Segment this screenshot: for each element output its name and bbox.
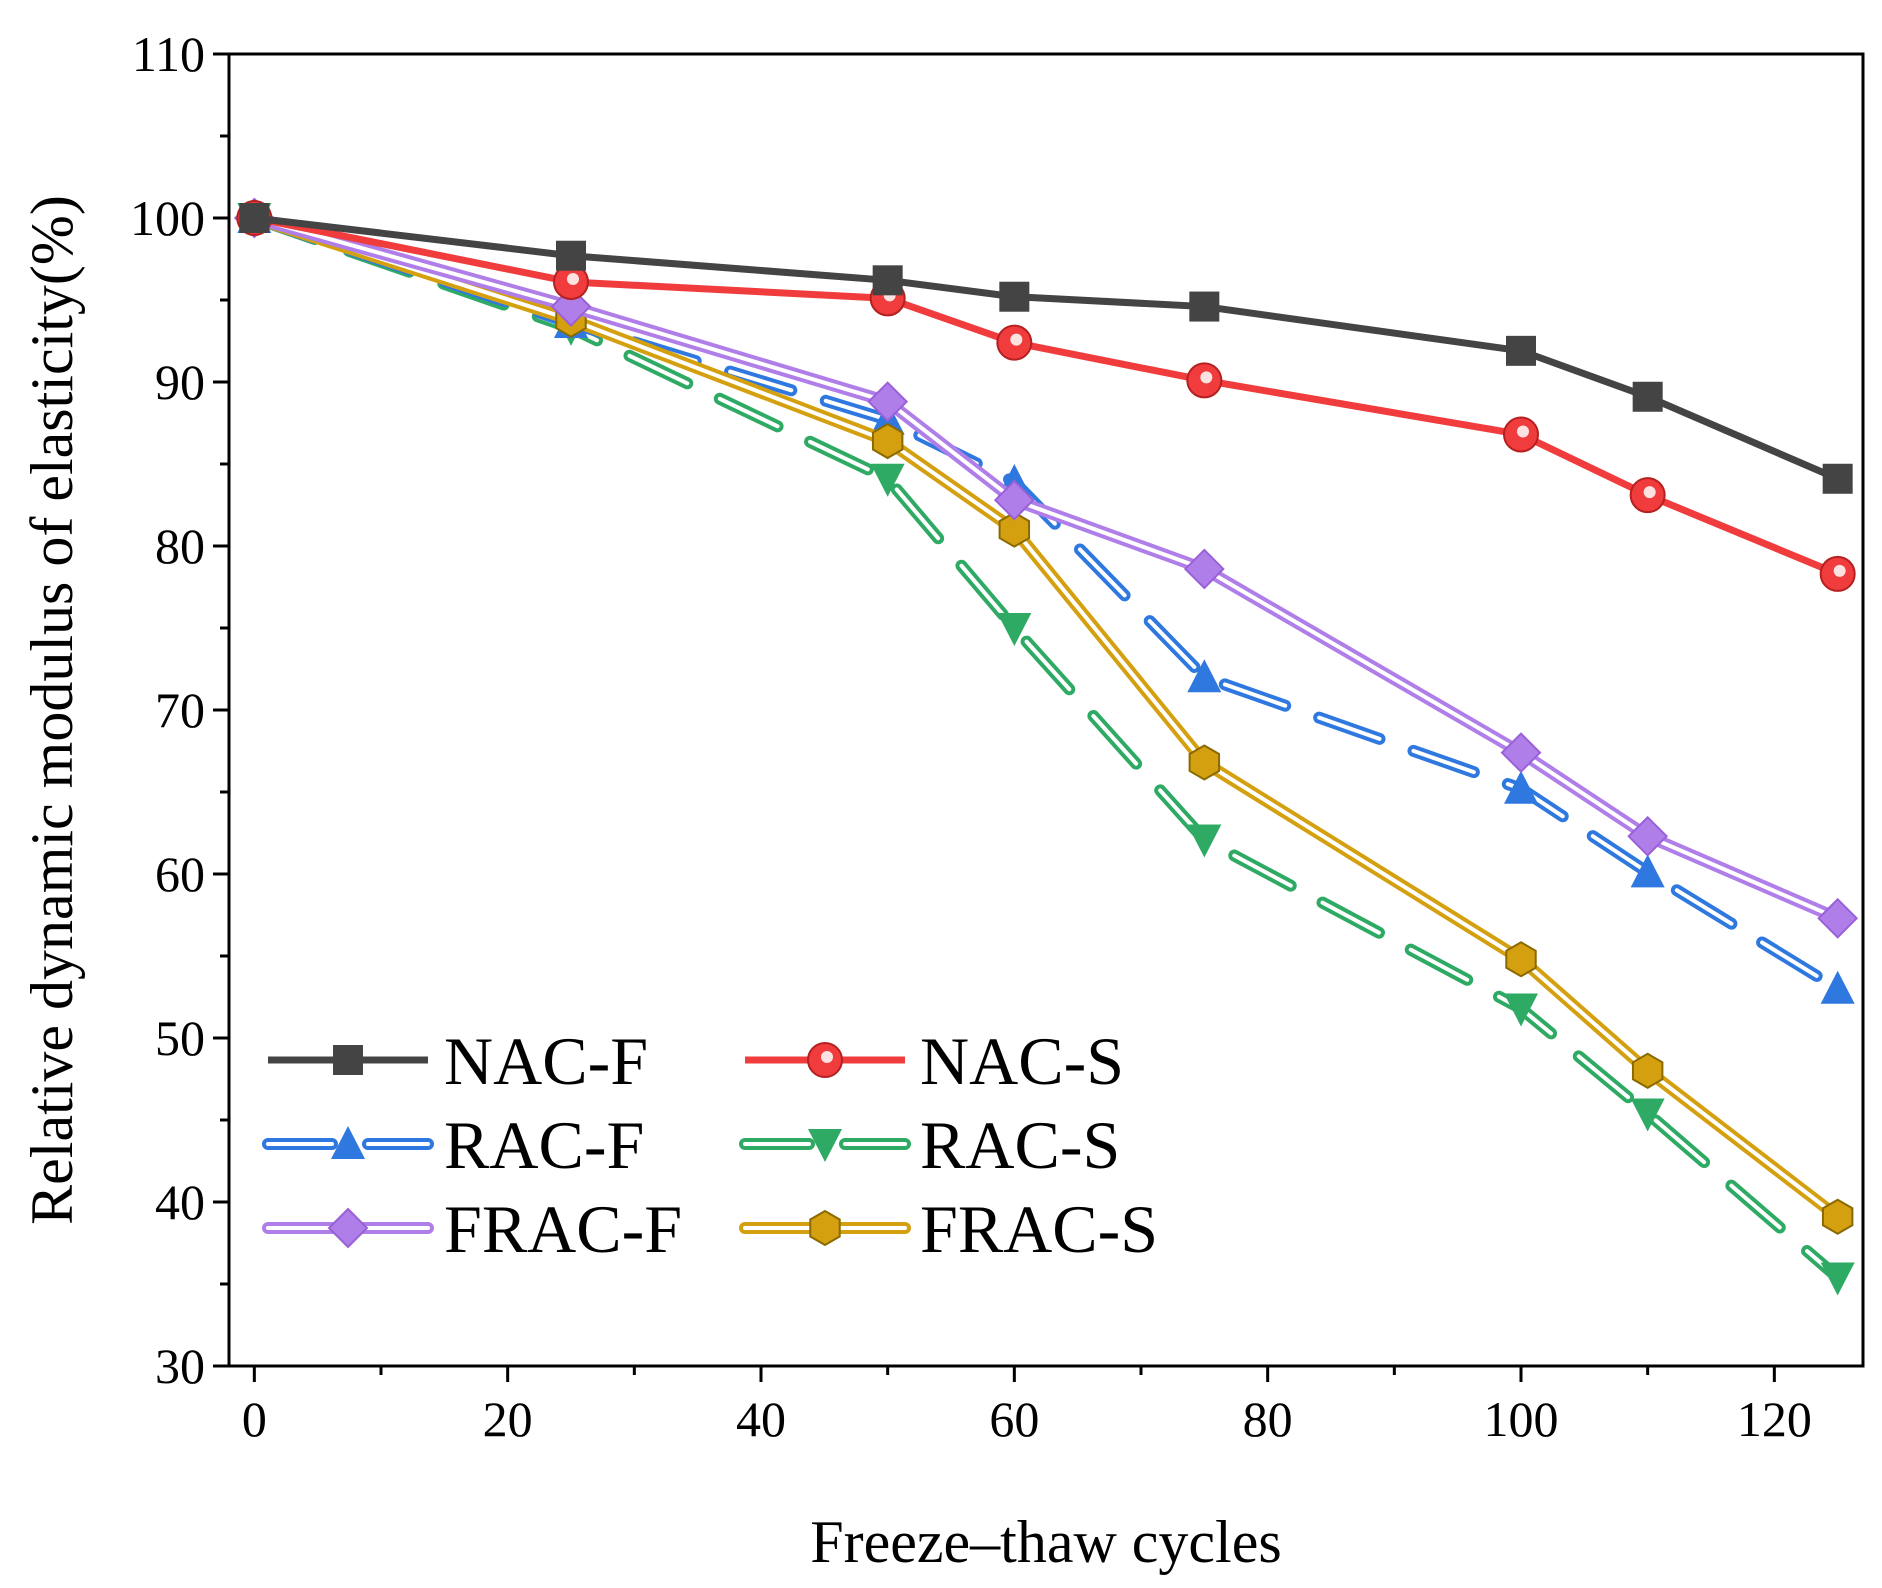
data-point [556,240,586,271]
marker-highlight [1517,425,1529,438]
marker-highlight [1643,486,1656,499]
y-tick-label: 30 [155,1338,205,1394]
series-line [248,212,1844,995]
data-point [1820,970,1855,1004]
y-tick-label: 60 [155,846,205,902]
axes: 0 20 40 60 80 100 120 30 40 50 60 70 80 90 100 110 [130,26,1812,1447]
data-point [1821,1198,1854,1235]
y-tick-label: 80 [155,518,205,574]
data-point [1504,993,1538,1027]
legend-item-nac-s: NAC-S [745,1023,1124,1099]
y-tick-label: 90 [155,354,205,410]
legend-marker [809,1209,841,1247]
legend-item-nac-f: NAC-F [268,1023,648,1099]
series-line-inner [252,216,1840,991]
legend-marker [807,1042,843,1078]
x-tick-label: 120 [1737,1391,1812,1447]
data-point [867,381,909,423]
data-point [993,479,1035,521]
x-tick-label: 40 [736,1391,786,1447]
x-tick-label: 0 [242,1391,267,1447]
data-point [871,422,904,460]
data-point [1187,824,1222,858]
data-point [1631,1052,1664,1089]
series-line [253,214,1840,482]
data-point [1630,1098,1665,1132]
legend-item-rac-s: RAC-S [739,1107,1120,1183]
marker-highlight [1010,333,1023,346]
y-axis-label: Relative dynamic modulus of elasticity(%… [19,195,85,1225]
x-tick-label: 60 [989,1391,1039,1447]
data-point [1819,555,1856,592]
series-line-inner [252,216,1840,1280]
legend-marker [808,1129,842,1162]
data-point [1500,732,1542,774]
series-line-inner [252,216,1840,1219]
data-point [1627,815,1669,857]
x-tick-label: 80 [1243,1391,1293,1447]
data-point [1506,335,1536,366]
data-point [872,265,903,296]
marker-highlight [821,1051,833,1063]
y-tick-label: 40 [155,1174,205,1230]
data-point [1632,381,1663,412]
data-point [1630,854,1665,888]
data-point [1183,548,1225,590]
data-point [996,324,1033,361]
legend-label: RAC-S [920,1107,1120,1183]
series-line-inner [252,216,1840,921]
series-nac-f [239,203,1853,494]
data-point [1186,362,1223,399]
x-tick-label: 100 [1484,1391,1559,1447]
y-tick-label: 100 [130,190,205,246]
data-point [553,263,589,300]
legend-label: NAC-S [920,1023,1124,1099]
legend-item-frac-f: FRAC-F [262,1191,682,1267]
legend-label: FRAC-S [920,1191,1158,1267]
legend-marker [327,1207,369,1249]
legend-marker [333,1045,363,1075]
series-rac-f [237,200,1855,1004]
plot-area [233,197,1859,1296]
data-point [1629,477,1666,514]
data-point [1503,416,1539,453]
y-tick-label: 50 [155,1010,205,1066]
data-point [1188,744,1221,781]
y-tick-label: 110 [132,26,205,82]
marker-highlight [1833,564,1846,577]
data-point [1817,897,1859,939]
series-line [253,214,1840,578]
x-tick-label: 20 [483,1391,533,1447]
legend-label: RAC-F [444,1107,644,1183]
legend-marker [331,1126,365,1159]
legend-label: NAC-F [444,1023,648,1099]
x-axis-label: Freeze–thaw cycles [810,1509,1281,1575]
data-point [999,281,1030,312]
data-point [997,613,1032,646]
data-point [1822,463,1853,494]
y-tick-label: 70 [155,682,205,738]
legend: NAC-F NAC-S RAC-F RAC-S FRAC-F FRAC-S [262,1023,1158,1267]
data-point [1189,291,1220,322]
data-point [239,203,270,233]
data-point [1504,770,1538,804]
legend-item-rac-f: RAC-F [262,1107,644,1183]
data-point [870,463,905,497]
data-point [1187,659,1222,693]
legend-item-frac-s: FRAC-S [739,1191,1158,1267]
data-point [1820,1262,1855,1296]
series-nac-s [236,200,1856,592]
data-point [998,511,1031,548]
marker-highlight [567,272,579,285]
data-point [1505,941,1537,978]
marker-highlight [1200,371,1213,384]
legend-label: FRAC-F [444,1191,682,1267]
